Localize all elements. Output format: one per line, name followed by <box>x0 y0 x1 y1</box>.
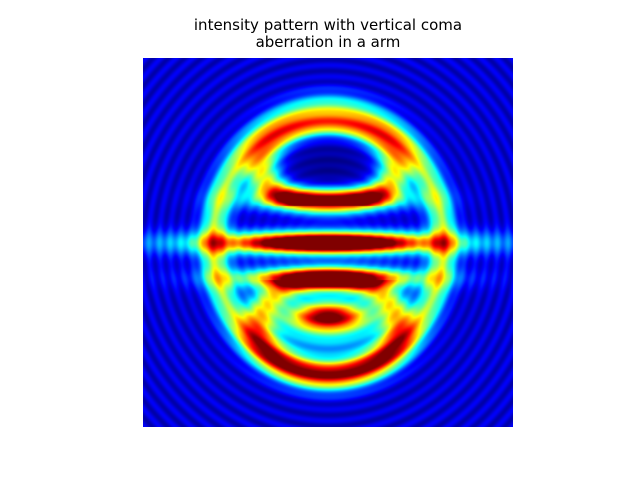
intensity-heatmap <box>143 58 513 427</box>
heatmap-plot-area <box>143 58 513 427</box>
chart-title-line-1: intensity pattern with vertical coma <box>193 16 463 34</box>
chart-title-line-2: aberration in a arm <box>255 33 401 51</box>
chart-title: intensity pattern with vertical coma abe… <box>0 17 640 51</box>
